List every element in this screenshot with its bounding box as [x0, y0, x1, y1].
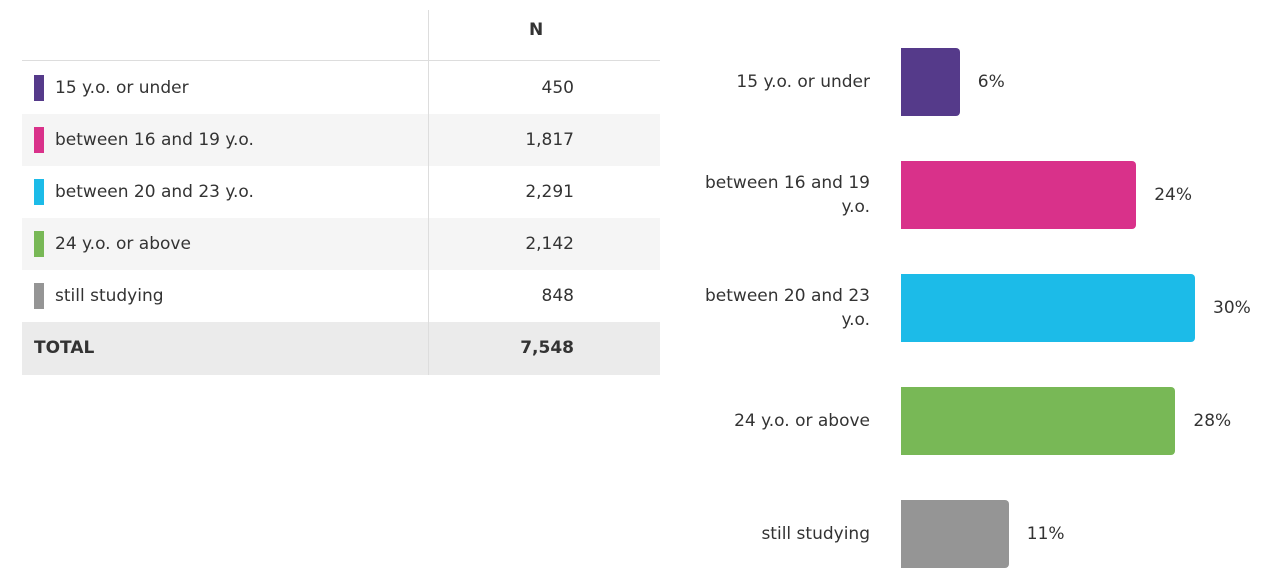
table-row: between 16 and 19 y.o. 1,817	[22, 114, 660, 166]
total-row: TOTAL 7,548	[22, 322, 660, 375]
row-value: 2,142	[525, 234, 574, 254]
table-row: between 20 and 23 y.o. 2,291	[22, 166, 660, 218]
color-swatch	[34, 127, 44, 153]
color-swatch	[34, 75, 44, 101]
bar	[901, 274, 1195, 342]
row-label: 15 y.o. or under	[55, 78, 189, 98]
color-swatch	[34, 283, 44, 309]
category-label: 24 y.o. or above	[734, 411, 870, 431]
color-swatch	[34, 231, 44, 257]
table-row: 24 y.o. or above 2,142	[22, 218, 660, 270]
value-label: 28%	[1193, 411, 1232, 431]
total-label: TOTAL	[34, 338, 95, 358]
header: N	[529, 20, 544, 40]
table-row: 15 y.o. or under 450	[22, 62, 660, 114]
bar	[901, 387, 1176, 455]
header-border	[22, 60, 660, 61]
row-label: between 20 and 23 y.o.	[55, 182, 254, 202]
table: N 15 y.o. or under 450 between 16 and 19 y…	[22, 0, 660, 380]
category-label: between 16 and 19 y.o.	[705, 173, 870, 217]
row-value: 2,291	[525, 182, 574, 202]
value-label: 30%	[1213, 298, 1251, 318]
bar	[901, 161, 1137, 229]
category-label: between 20 and 23 y.o.	[705, 286, 870, 330]
row-label: 24 y.o. or above	[55, 234, 191, 254]
value-label: 24%	[1154, 185, 1192, 205]
bar	[901, 48, 960, 116]
category-label: still studying	[761, 524, 870, 544]
row-value: 450	[541, 78, 574, 98]
table-row: still studying 848	[22, 270, 660, 322]
row-label: between 16 and 19 y.o.	[55, 130, 254, 150]
total-value: 7,548	[520, 338, 574, 358]
category-label: 15 y.o. or under	[736, 72, 870, 92]
value-label: 6%	[977, 72, 1005, 92]
column-divider	[428, 10, 429, 375]
row-label: still studying	[55, 286, 164, 306]
color-swatch	[34, 179, 44, 205]
row-value: 848	[541, 286, 574, 306]
row-value: 1,817	[525, 130, 574, 150]
bar	[901, 500, 1009, 568]
value-label: 11%	[1026, 524, 1065, 544]
